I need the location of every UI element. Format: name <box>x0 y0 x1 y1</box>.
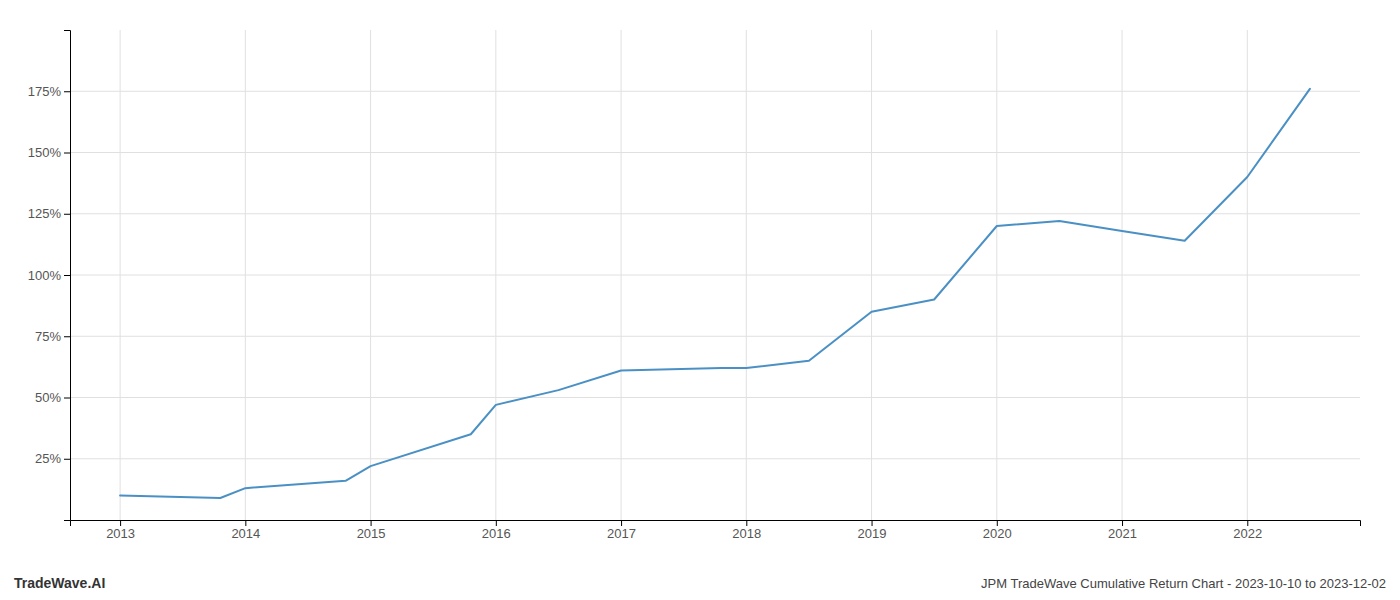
tick: 2014 <box>231 520 260 541</box>
tick: 2017 <box>607 520 636 541</box>
tick-mark <box>120 520 121 526</box>
grid-line-y <box>70 336 1360 337</box>
tick-label: 25% <box>35 451 61 466</box>
tick-label: 2013 <box>106 526 135 541</box>
grid-line-x <box>120 30 121 520</box>
marks <box>120 89 1310 498</box>
title: JPM TradeWave Cumulative Return Chart - … <box>981 576 1386 591</box>
tick-label: 125% <box>28 206 62 221</box>
tick-label: 100% <box>28 268 62 283</box>
y-axis: 25% 50% 75% 100% 125% 150% 175% <box>28 31 71 521</box>
tick-mark <box>64 459 70 460</box>
tick-mark <box>64 153 70 154</box>
plot: 2013 2014 2015 2016 2017 2018 2019 2020 2021 2022… <box>28 30 1361 541</box>
grid-line-x <box>245 30 246 520</box>
tick: 150% <box>28 145 70 160</box>
tick-label: 75% <box>35 329 61 344</box>
grid-line-y <box>70 275 1360 276</box>
tick-label: 2021 <box>1108 526 1137 541</box>
axis-line <box>71 521 1361 527</box>
tick-label: 175% <box>28 84 62 99</box>
grid-line-y <box>70 213 1360 214</box>
tick-label: 2020 <box>983 526 1012 541</box>
tick-label: 2014 <box>231 526 260 541</box>
tick: 2016 <box>482 520 511 541</box>
tick-mark <box>746 520 747 526</box>
tick-mark <box>245 520 246 526</box>
tick-label: 50% <box>35 390 61 405</box>
grid-line-x <box>746 30 747 520</box>
tick: 75% <box>35 329 70 344</box>
tick: 2018 <box>732 520 761 541</box>
tick: 125% <box>28 206 70 221</box>
tick-mark <box>1122 520 1123 526</box>
tick: 25% <box>35 451 70 466</box>
tick: 2022 <box>1233 520 1262 541</box>
tick-mark <box>496 520 497 526</box>
watermark: TradeWave.AI <box>14 575 105 591</box>
grid-line-x <box>621 30 622 520</box>
tick-mark <box>997 520 998 526</box>
grid-line-y <box>70 91 1360 92</box>
tick: 2019 <box>858 520 887 541</box>
texts: TradeWave.AI JPM TradeWave Cumulative Ret… <box>14 575 1386 591</box>
tick-label: 150% <box>28 145 62 160</box>
grid <box>70 30 1360 520</box>
grid-line-y <box>70 152 1360 153</box>
grid-line-y <box>70 458 1360 459</box>
grid-line-x <box>495 30 496 520</box>
tick: 2020 <box>983 520 1012 541</box>
tick-label: 2022 <box>1233 526 1262 541</box>
line <box>120 89 1310 498</box>
tick-mark <box>64 214 70 215</box>
tick-label: 2017 <box>607 526 636 541</box>
tick-mark <box>64 91 70 92</box>
tick: 2013 <box>106 520 135 541</box>
axis-line <box>64 31 71 521</box>
grid-line-x <box>871 30 872 520</box>
tick-label: 2019 <box>858 526 887 541</box>
tick: 2015 <box>357 520 386 541</box>
tick-label: 2016 <box>482 526 511 541</box>
tick: 2021 <box>1108 520 1137 541</box>
grid-line-x <box>1122 30 1123 520</box>
tick-mark <box>872 520 873 526</box>
grid-line-x <box>996 30 997 520</box>
tick-mark <box>64 275 70 276</box>
tick-mark <box>371 520 372 526</box>
x-axis: 2013 2014 2015 2016 2017 2018 2019 2020 2021 2022 <box>71 520 1361 541</box>
tick-mark <box>621 520 622 526</box>
tick: 100% <box>28 268 70 283</box>
tick-mark <box>64 398 70 399</box>
chart: 2013 2014 2015 2016 2017 2018 2019 2020 2021 2022… <box>0 0 1400 600</box>
tick-label: 2018 <box>732 526 761 541</box>
tick-mark <box>1247 520 1248 526</box>
grid-line-x <box>1247 30 1248 520</box>
grid-line-y <box>70 397 1360 398</box>
tick: 50% <box>35 390 70 405</box>
tick-label: 2015 <box>357 526 386 541</box>
tick: 175% <box>28 84 70 99</box>
tick-mark <box>64 336 70 337</box>
grid-line-x <box>370 30 371 520</box>
